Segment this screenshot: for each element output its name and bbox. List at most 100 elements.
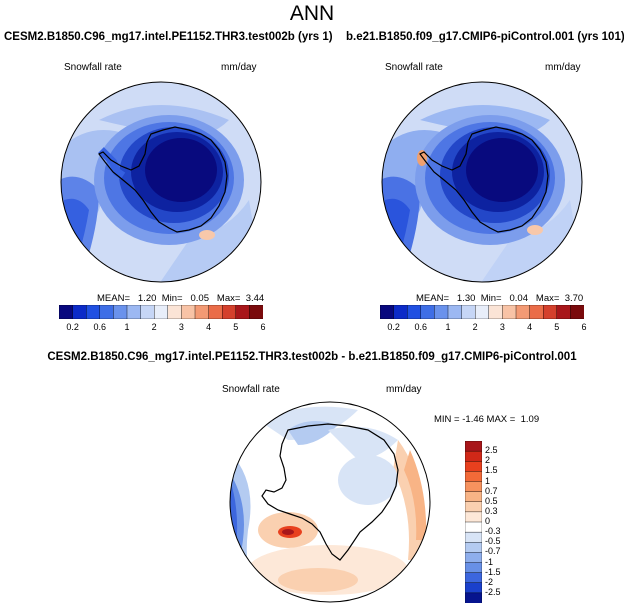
difference-colorbar-tick-label: 0 <box>485 516 491 526</box>
left-colorbar-swatch <box>72 305 87 319</box>
difference-colorbar-swatch <box>465 582 482 594</box>
right-colorbar-swatch <box>393 305 408 319</box>
difference-colorbar-swatch <box>465 441 482 452</box>
left-colorbar-swatch <box>153 305 169 319</box>
right-colorbar-swatch <box>570 305 584 319</box>
difference-colorbar-tick-label: 0.3 <box>485 505 498 516</box>
max-value: 3.44 <box>245 293 265 304</box>
max-label: Max= <box>216 293 241 304</box>
right-colorbar-swatch <box>502 305 517 319</box>
left-colorbar-swatch <box>86 305 101 319</box>
difference-colorbar-swatch <box>465 531 482 543</box>
left-colorbar-swatch <box>249 305 263 319</box>
difference-colorbar-tick-label: -0.7 <box>485 546 501 557</box>
left-colorbar-tick-label: 0.6 <box>93 322 107 332</box>
difference-colorbar-swatch <box>465 552 482 564</box>
mean-value: 1.20 <box>137 293 157 304</box>
right-colorbar-swatch <box>515 305 531 319</box>
difference-map <box>229 401 431 603</box>
left-panel-stats: MEAN= 1.20 Min= 0.05 Max= 3.44 <box>97 293 264 304</box>
right-colorbar-swatch <box>474 305 490 319</box>
right-colorbar-swatch <box>407 305 422 319</box>
difference-colorbar-tick-label: -0.3 <box>485 526 501 537</box>
right-colorbar-swatch <box>380 305 395 319</box>
diff-min-label: MIN = <box>434 414 460 425</box>
left-colorbar-tick-label: 2 <box>151 322 157 332</box>
right-colorbar-swatch <box>488 305 504 319</box>
difference-colorbar-tick-label: 1 <box>485 475 491 486</box>
left-colorbar-ticks: 0.2 0.6 1 2 3 4 5 6 <box>59 322 265 334</box>
left-panel-case-title: CESM2.B1850.C96_mg17.intel.PE1152.THR3.t… <box>4 31 333 43</box>
left-colorbar-tick-label: 5 <box>233 322 239 332</box>
left-colorbar-tick-label: 4 <box>206 322 212 332</box>
difference-colorbar-swatch <box>465 521 482 533</box>
left-colorbar-swatch <box>235 305 251 319</box>
left-panel-units-label: mm/day <box>221 62 257 73</box>
difference-colorbar-tick-label: 2 <box>485 455 491 466</box>
difference-colorbar-swatch <box>465 471 482 483</box>
difference-title: CESM2.B1850.C96_mg17.intel.PE1152.THR3.t… <box>47 351 577 363</box>
right-colorbar-tick-label: 0.6 <box>414 322 428 332</box>
right-map <box>381 81 583 283</box>
diff-min-value: -1.46 <box>462 414 484 425</box>
difference-colorbar-swatch <box>465 542 482 553</box>
max-label: Max= <box>535 293 560 304</box>
left-colorbar-tick-label: 6 <box>260 322 266 332</box>
mean-value: 1.30 <box>456 293 476 304</box>
max-value: 3.70 <box>564 293 584 304</box>
difference-units-label: mm/day <box>386 384 422 395</box>
difference-colorbar-swatch <box>465 481 482 493</box>
right-colorbar-tick-label: 5 <box>554 322 560 332</box>
left-colorbar-tick-label: 1 <box>124 322 130 332</box>
left-colorbar-swatch <box>126 305 142 319</box>
right-colorbar-swatch <box>434 305 449 319</box>
mean-label: MEAN= <box>416 293 449 304</box>
right-colorbar-tick-label: 2 <box>472 322 478 332</box>
difference-colorbar-swatch <box>465 450 482 462</box>
difference-colorbar-tick-label: -0.5 <box>485 536 501 547</box>
difference-colorbar-tick-label: 0.7 <box>485 485 498 496</box>
left-panel-variable-label: Snowfall rate <box>64 62 122 73</box>
right-panel-stats: MEAN= 1.30 Min= 0.04 Max= 3.70 <box>416 293 583 304</box>
difference-colorbar-tick-label: -1.5 <box>485 566 501 577</box>
right-colorbar-swatch <box>461 305 476 319</box>
left-colorbar-tick-label: 3 <box>178 322 184 332</box>
left-colorbar-tick-label: 0.2 <box>66 322 79 332</box>
min-label: Min= <box>161 293 183 304</box>
right-colorbar-tick-label: 4 <box>527 322 533 332</box>
difference-colorbar-tick-label: -2 <box>485 576 494 587</box>
right-colorbar-swatch <box>556 305 572 319</box>
difference-colorbar-tick-label: 1.5 <box>485 465 498 476</box>
difference-colorbar-swatch <box>465 501 482 513</box>
left-colorbar-swatch <box>181 305 196 319</box>
right-colorbar <box>380 305 584 319</box>
right-colorbar-swatch <box>420 305 436 319</box>
left-colorbar-swatch <box>59 305 74 319</box>
difference-colorbar-tick-label: 0.5 <box>485 495 498 506</box>
difference-variable-label: Snowfall rate <box>222 384 280 395</box>
diff-max-value: 1.09 <box>520 414 540 425</box>
difference-min-max: MIN = -1.46 MAX = 1.09 <box>434 414 539 425</box>
min-label: Min= <box>480 293 502 304</box>
right-colorbar-tick-label: 1 <box>445 322 451 332</box>
difference-colorbar-ticks: 2.5 2 1.5 1 0.7 0.5 0.3 0 -0.3 -0.5 -0.7 -1 -1.5 -2 -2… <box>485 441 515 603</box>
left-colorbar-swatch <box>140 305 155 319</box>
difference-colorbar-swatch <box>465 572 482 584</box>
difference-colorbar-swatch <box>465 511 482 523</box>
right-panel-case-title: b.e21.B1850.f09_g17.CMIP6-piControl.001 … <box>346 31 624 43</box>
difference-colorbar-tick-label: -2.5 <box>485 586 501 597</box>
left-colorbar-swatch <box>221 305 237 319</box>
right-colorbar-tick-label: 0.2 <box>387 322 400 332</box>
left-colorbar <box>59 305 263 319</box>
right-panel-units-label: mm/day <box>545 62 581 73</box>
right-colorbar-swatch <box>447 305 463 319</box>
right-colorbar-tick-label: 3 <box>499 322 505 332</box>
figure-title: ANN <box>289 2 335 25</box>
difference-colorbar-tick-label: 2.5 <box>485 445 498 456</box>
left-colorbar-swatch <box>113 305 128 319</box>
difference-colorbar-swatch <box>465 562 482 574</box>
right-colorbar-swatch <box>529 305 544 319</box>
difference-colorbar <box>465 441 482 603</box>
right-colorbar-tick-label: 6 <box>581 322 587 332</box>
left-colorbar-swatch <box>208 305 223 319</box>
